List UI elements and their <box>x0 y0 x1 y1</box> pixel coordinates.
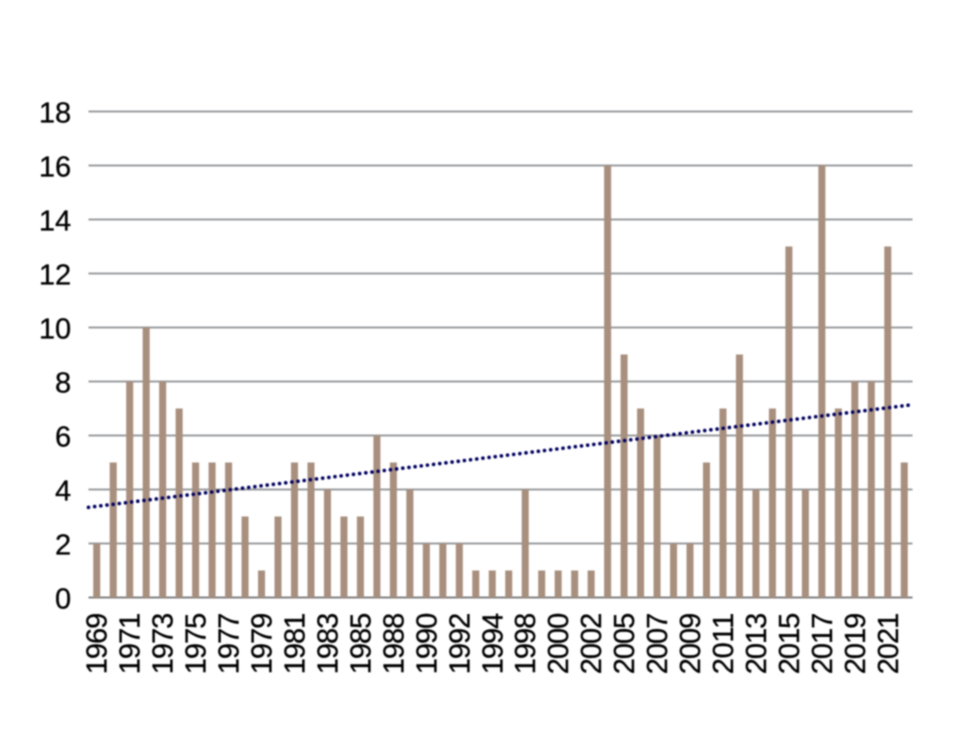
svg-text:1977: 1977 <box>214 613 246 675</box>
svg-text:8: 8 <box>55 368 71 400</box>
svg-text:2011: 2011 <box>708 613 740 675</box>
svg-text:4: 4 <box>55 476 71 508</box>
svg-text:2002: 2002 <box>576 613 608 675</box>
svg-text:2: 2 <box>55 530 71 562</box>
svg-text:1990: 1990 <box>411 613 443 675</box>
svg-text:1973: 1973 <box>148 613 180 675</box>
svg-text:2019: 2019 <box>840 613 872 675</box>
svg-text:1988: 1988 <box>378 613 410 675</box>
svg-text:1969: 1969 <box>82 613 114 675</box>
svg-text:1998: 1998 <box>510 613 542 675</box>
svg-text:12: 12 <box>39 260 71 292</box>
svg-text:16: 16 <box>39 152 71 184</box>
svg-text:1981: 1981 <box>280 613 312 675</box>
svg-text:18: 18 <box>39 98 71 130</box>
svg-text:1994: 1994 <box>477 613 509 675</box>
svg-text:14: 14 <box>39 206 71 238</box>
svg-text:2007: 2007 <box>642 613 674 675</box>
svg-text:1971: 1971 <box>115 613 147 675</box>
svg-text:2000: 2000 <box>543 613 575 675</box>
svg-text:1992: 1992 <box>444 613 476 675</box>
svg-text:6: 6 <box>55 422 71 454</box>
svg-text:1979: 1979 <box>247 613 279 675</box>
svg-text:2017: 2017 <box>807 613 839 675</box>
svg-text:0: 0 <box>55 584 71 616</box>
svg-text:1983: 1983 <box>312 613 344 675</box>
svg-text:2005: 2005 <box>609 613 641 675</box>
svg-text:2009: 2009 <box>675 613 707 675</box>
svg-text:2013: 2013 <box>741 613 773 675</box>
svg-text:2015: 2015 <box>774 613 806 675</box>
svg-text:2021: 2021 <box>873 613 905 675</box>
svg-text:1985: 1985 <box>345 613 377 675</box>
svg-text:10: 10 <box>39 314 71 346</box>
svg-text:1975: 1975 <box>181 613 213 675</box>
